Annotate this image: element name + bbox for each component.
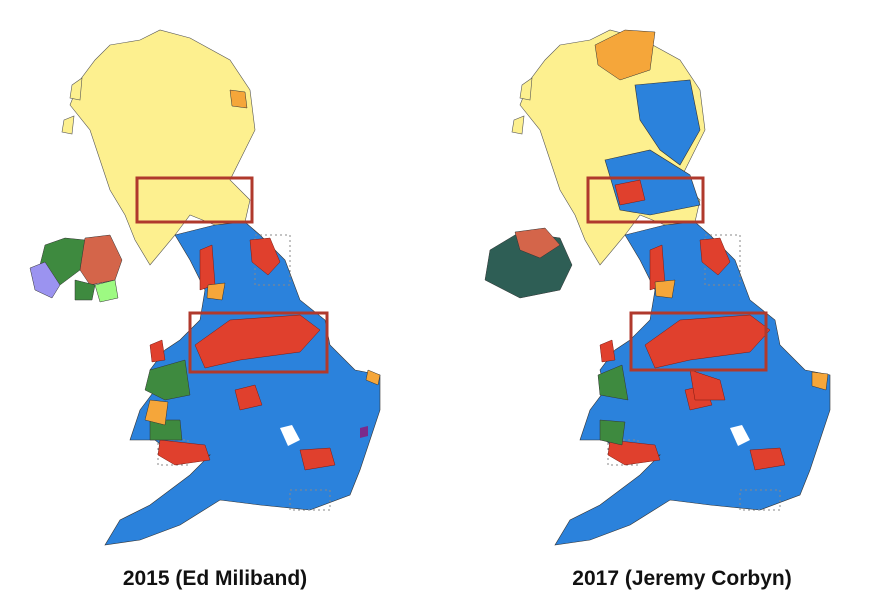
ni-area: [29, 261, 61, 299]
libdem: [144, 399, 169, 426]
highlight-box: [629, 311, 768, 372]
ni-area: [79, 234, 123, 286]
map-2017: [484, 29, 831, 546]
map-2015: [29, 29, 381, 546]
caption: 2015 (Ed Miliband): [123, 567, 307, 590]
libdem: [206, 282, 226, 301]
libdem: [594, 29, 656, 81]
highlight-box: [188, 311, 329, 374]
wales-plaid: [599, 419, 626, 446]
labour-area: [614, 179, 646, 206]
libdem: [229, 89, 248, 109]
ukip: [360, 426, 368, 438]
highlight-box: [135, 176, 254, 224]
ni-area: [74, 279, 96, 301]
libdem: [365, 369, 381, 386]
wales-plaid: [149, 419, 183, 441]
highlight-box: [586, 176, 705, 224]
conservative-scotland: [634, 79, 701, 166]
labour-area: [689, 369, 726, 401]
libdem: [654, 279, 676, 299]
wales-plaid: [597, 364, 629, 401]
caption: 2017 (Jeremy Corbyn): [572, 567, 791, 590]
ni-area: [94, 279, 119, 303]
wales-plaid: [144, 359, 191, 401]
ni-area: [514, 227, 561, 259]
libdem: [811, 371, 829, 391]
